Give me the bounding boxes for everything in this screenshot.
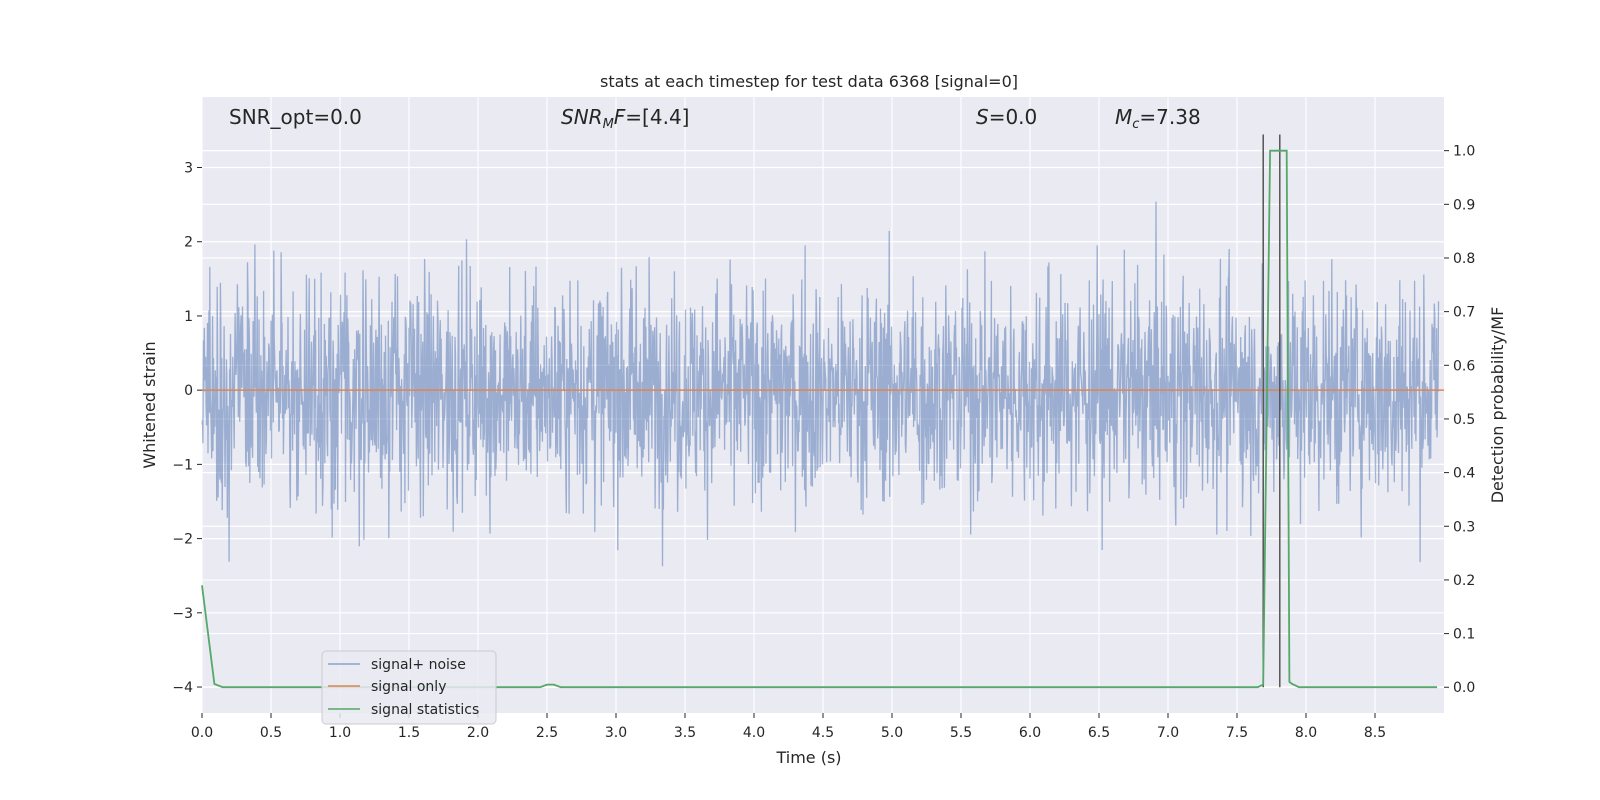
x-tick-label: 0.0 xyxy=(191,725,213,741)
legend-label-signal-noise: signal+ noise xyxy=(371,657,466,673)
series-signal-noise xyxy=(201,201,1440,567)
chart-title: stats at each timestep for test data 636… xyxy=(600,72,1018,91)
x-tick-label: 0.5 xyxy=(260,725,282,741)
x-tick-label: 7.5 xyxy=(1226,725,1248,741)
legend-label-signal-statistics: signal statistics xyxy=(371,702,479,718)
x-tick-label: 6.5 xyxy=(1088,725,1110,741)
x-tick-label: 5.0 xyxy=(881,725,903,741)
y-left-tick-label: 3 xyxy=(184,161,193,177)
y-right-tick-label: 0.4 xyxy=(1453,466,1475,482)
legend-box xyxy=(321,650,497,725)
vertical-markers xyxy=(1262,134,1281,688)
x-tick-label: 8.5 xyxy=(1364,725,1386,741)
y-left-tick-label: 0 xyxy=(184,383,193,399)
y-right-axis-ticks: 1.0 0.9 0.8 0.7 0.6 0.5 0.4 0.3 0.2 0.1 0.0 xyxy=(1444,144,1475,696)
x-tick-label: 4.0 xyxy=(743,725,765,741)
y-left-axis-label: Whitened strain xyxy=(140,341,159,468)
y-right-tick-label: 0.0 xyxy=(1453,680,1475,696)
x-axis-ticks: 0.0 0.5 1.0 1.5 2.0 2.5 3.0 3.5 4.0 4.5 5.0 5.5 6.0 6… xyxy=(191,713,1386,741)
x-tick-label: 6.0 xyxy=(1019,725,1041,741)
y-right-tick-label: 0.8 xyxy=(1453,251,1475,267)
x-tick-label: 1.5 xyxy=(398,725,420,741)
legend-label-signal-only: signal only xyxy=(371,679,446,695)
annotation-snr-opt: SNR_opt=0.0 xyxy=(229,105,362,129)
annotation-s: S=0.0 xyxy=(976,105,1037,129)
y-left-tick-label: −4 xyxy=(172,680,193,696)
y-left-axis-ticks: 3 2 1 0 −1 −2 −3 −4 xyxy=(172,161,202,696)
x-tick-label: 3.0 xyxy=(605,725,627,741)
y-right-tick-label: 0.7 xyxy=(1453,305,1475,321)
x-tick-label: 1.0 xyxy=(329,725,351,741)
x-tick-label: 2.0 xyxy=(467,725,489,741)
y-left-tick-label: −3 xyxy=(172,606,193,622)
y-right-tick-label: 0.3 xyxy=(1453,519,1475,535)
x-tick-label: 5.5 xyxy=(950,725,972,741)
x-tick-label: 7.0 xyxy=(1157,725,1179,741)
x-tick-label: 8.0 xyxy=(1295,725,1317,741)
series-line-signal-statistics xyxy=(201,149,1438,689)
annotation-mc: Mc=7.38 xyxy=(1115,105,1201,132)
y-left-tick-label: 2 xyxy=(184,235,193,251)
x-tick-label: 4.5 xyxy=(812,725,834,741)
legend: signal+ noise signal only signal statist… xyxy=(321,650,497,725)
y-right-tick-label: 0.9 xyxy=(1453,197,1475,213)
y-right-tick-label: 0.2 xyxy=(1453,573,1475,589)
y-right-tick-label: 0.6 xyxy=(1453,358,1475,374)
y-right-tick-label: 0.1 xyxy=(1453,627,1475,643)
y-left-tick-label: −1 xyxy=(172,457,193,473)
series-line-signal-noise xyxy=(201,201,1440,567)
series-signal-statistics xyxy=(201,149,1438,689)
x-tick-label: 3.5 xyxy=(674,725,696,741)
x-tick-label: 2.5 xyxy=(536,725,558,741)
x-axis-label: Time (s) xyxy=(775,748,841,767)
annotation-snr-mf: SNRMF=[4.4] xyxy=(561,105,689,132)
y-right-tick-label: 0.5 xyxy=(1453,412,1475,428)
y-left-tick-label: 1 xyxy=(184,309,193,325)
y-right-tick-label: 1.0 xyxy=(1453,144,1475,160)
y-left-tick-label: −2 xyxy=(172,532,193,548)
y-right-axis-label: Detection probability/MF xyxy=(1488,307,1507,504)
